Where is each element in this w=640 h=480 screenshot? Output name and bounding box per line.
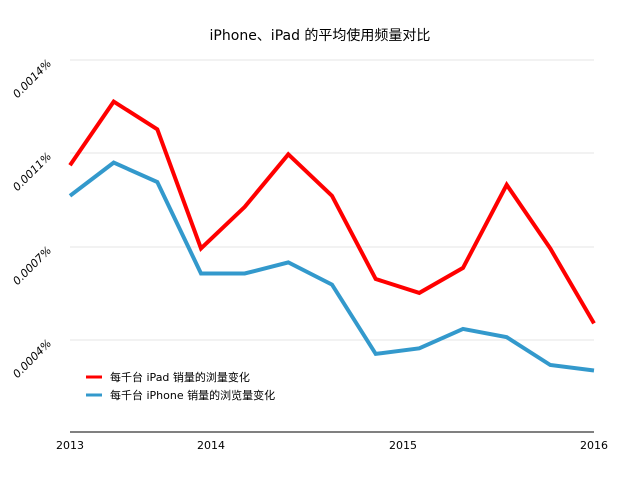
series-lines bbox=[68, 98, 596, 373]
series-line-iphone bbox=[68, 160, 595, 373]
x-tick-label: 2015 bbox=[389, 439, 417, 452]
chart-title: iPhone、iPad 的平均使用频量对比 bbox=[210, 27, 431, 44]
x-tick-labels: 2013 2014 2015 2016 bbox=[56, 439, 608, 452]
x-tick-label: 2016 bbox=[580, 439, 608, 452]
y-tick-label: 0.0014% bbox=[10, 57, 54, 101]
series-line-ipad bbox=[68, 98, 596, 325]
y-tick-labels: 0.0014% 0.0011% 0.0007% 0.0004% bbox=[10, 57, 54, 381]
legend: 每千台 iPad 销量的浏量变化 每千台 iPhone 销量的浏览量变化 bbox=[86, 370, 275, 402]
x-tick-label: 2014 bbox=[197, 439, 225, 452]
legend-label-ipad: 每千台 iPad 销量的浏量变化 bbox=[110, 370, 250, 384]
grid-lines bbox=[70, 59, 594, 341]
y-tick-label: 0.0004% bbox=[10, 337, 54, 381]
x-tick-label: 2013 bbox=[56, 439, 84, 452]
y-tick-label: 0.0007% bbox=[10, 244, 54, 288]
y-tick-label: 0.0011% bbox=[10, 150, 54, 194]
legend-label-iphone: 每千台 iPhone 销量的浏览量变化 bbox=[110, 388, 275, 402]
